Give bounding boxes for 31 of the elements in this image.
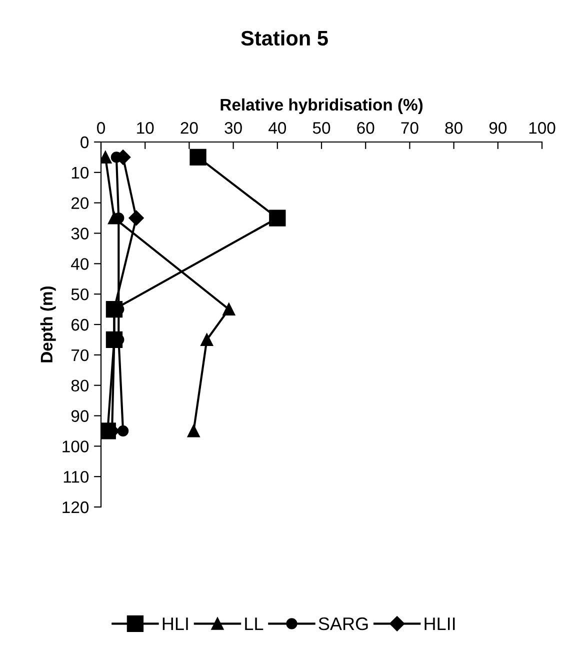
y-axis-title: Depth (m) <box>40 286 56 362</box>
x-tick-label: 30 <box>224 122 242 134</box>
y-tick-label: 30 <box>71 228 89 240</box>
y-tick-label: 20 <box>71 197 89 210</box>
x-tick-label: 50 <box>312 122 330 134</box>
x-tick-label: 80 <box>445 122 462 134</box>
y-tick-label: 70 <box>72 349 89 362</box>
legend-label: HLI <box>162 618 188 630</box>
x-tick-label: 70 <box>401 122 418 134</box>
x-tick-label: 10 <box>137 122 154 134</box>
chart-title: Station 5 <box>241 30 328 46</box>
x-tick-label: 0 <box>97 122 105 134</box>
legend-label: SARG <box>318 617 368 630</box>
x-tick-label: 20 <box>180 122 198 134</box>
y-tick-label: 100 <box>62 440 89 452</box>
x-tick-label: 90 <box>489 122 507 134</box>
y-tick-label: 120 <box>62 501 89 514</box>
legend-label: LL <box>245 618 264 630</box>
x-tick-label: 60 <box>357 122 374 134</box>
y-tick-label: 50 <box>71 288 89 300</box>
legend-label: HLII <box>424 618 455 630</box>
y-tick-label: 0 <box>80 136 89 148</box>
y-tick-label: 110 <box>64 470 89 483</box>
y-tick-label: 40 <box>71 258 89 270</box>
y-tick-label: 90 <box>71 410 89 422</box>
x-tick-label: 40 <box>268 122 286 134</box>
y-tick-label: 80 <box>71 380 89 392</box>
x-tick-label: 100 <box>529 122 556 134</box>
y-tick-label: 10 <box>72 166 89 179</box>
x-axis-title: Relative hybridisation (%) <box>220 98 423 114</box>
y-tick-label: 60 <box>72 318 89 331</box>
